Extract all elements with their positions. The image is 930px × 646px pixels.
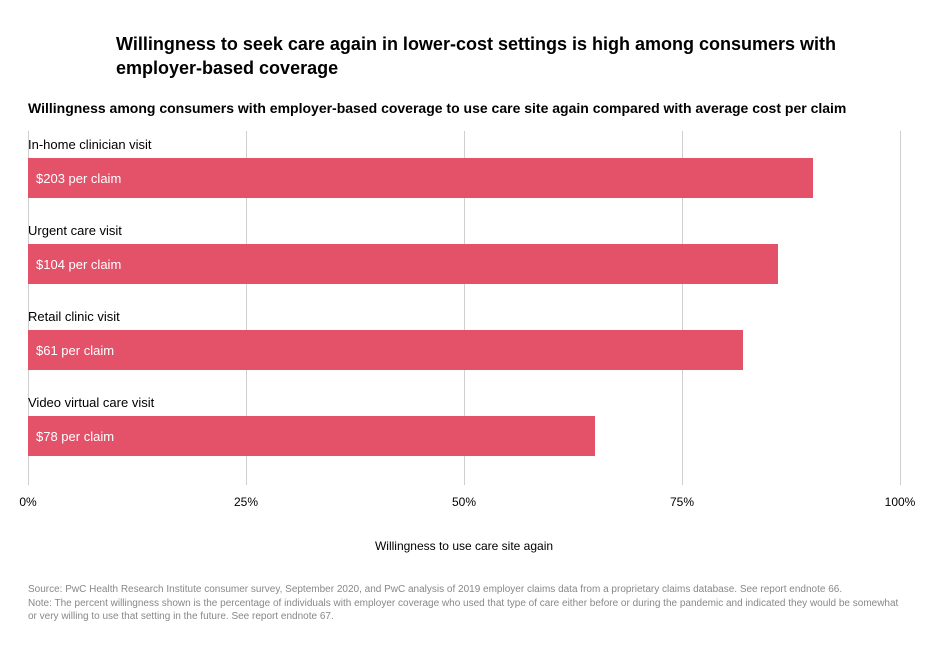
x-tick-label: 100%	[885, 495, 916, 509]
x-axis-title: Willingness to use care site again	[28, 539, 900, 553]
bar-value-label: $104 per claim	[28, 257, 121, 272]
bar: $61 per claim	[28, 330, 743, 370]
chart-subtitle: Willingness among consumers with employe…	[28, 99, 862, 118]
bar-category-label: Urgent care visit	[28, 223, 122, 238]
bar-category-label: Retail clinic visit	[28, 309, 120, 324]
chart-plot-area: In-home clinician visit $203 per claim Urg…	[28, 131, 900, 485]
bar: $78 per claim	[28, 416, 595, 456]
source-note: Source: PwC Health Research Institute co…	[28, 583, 900, 597]
x-axis: 0%25%50%75%100%	[28, 489, 900, 513]
bar: $203 per claim	[28, 158, 813, 198]
bar: $104 per claim	[28, 244, 778, 284]
bar-value-label: $203 per claim	[28, 171, 121, 186]
bar-row: Retail clinic visit $61 per claim	[28, 303, 900, 389]
bar-row: In-home clinician visit $203 per claim	[28, 131, 900, 217]
chart-footer: Source: PwC Health Research Institute co…	[28, 583, 900, 624]
figure-container: Willingness to seek care again in lower-…	[0, 0, 930, 644]
bar-category-label: Video virtual care visit	[28, 395, 154, 410]
x-tick-label: 50%	[452, 495, 476, 509]
bar-value-label: $61 per claim	[28, 343, 114, 358]
x-tick-label: 0%	[19, 495, 36, 509]
chart-title: Willingness to seek care again in lower-…	[116, 32, 842, 81]
bar-row: Video virtual care visit $78 per claim	[28, 389, 900, 475]
bar-value-label: $78 per claim	[28, 429, 114, 444]
bar-category-label: In-home clinician visit	[28, 137, 152, 152]
gridline	[900, 131, 901, 485]
bar-row: Urgent care visit $104 per claim	[28, 217, 900, 303]
x-tick-label: 25%	[234, 495, 258, 509]
x-tick-label: 75%	[670, 495, 694, 509]
method-note: Note: The percent willingness shown is t…	[28, 597, 900, 624]
